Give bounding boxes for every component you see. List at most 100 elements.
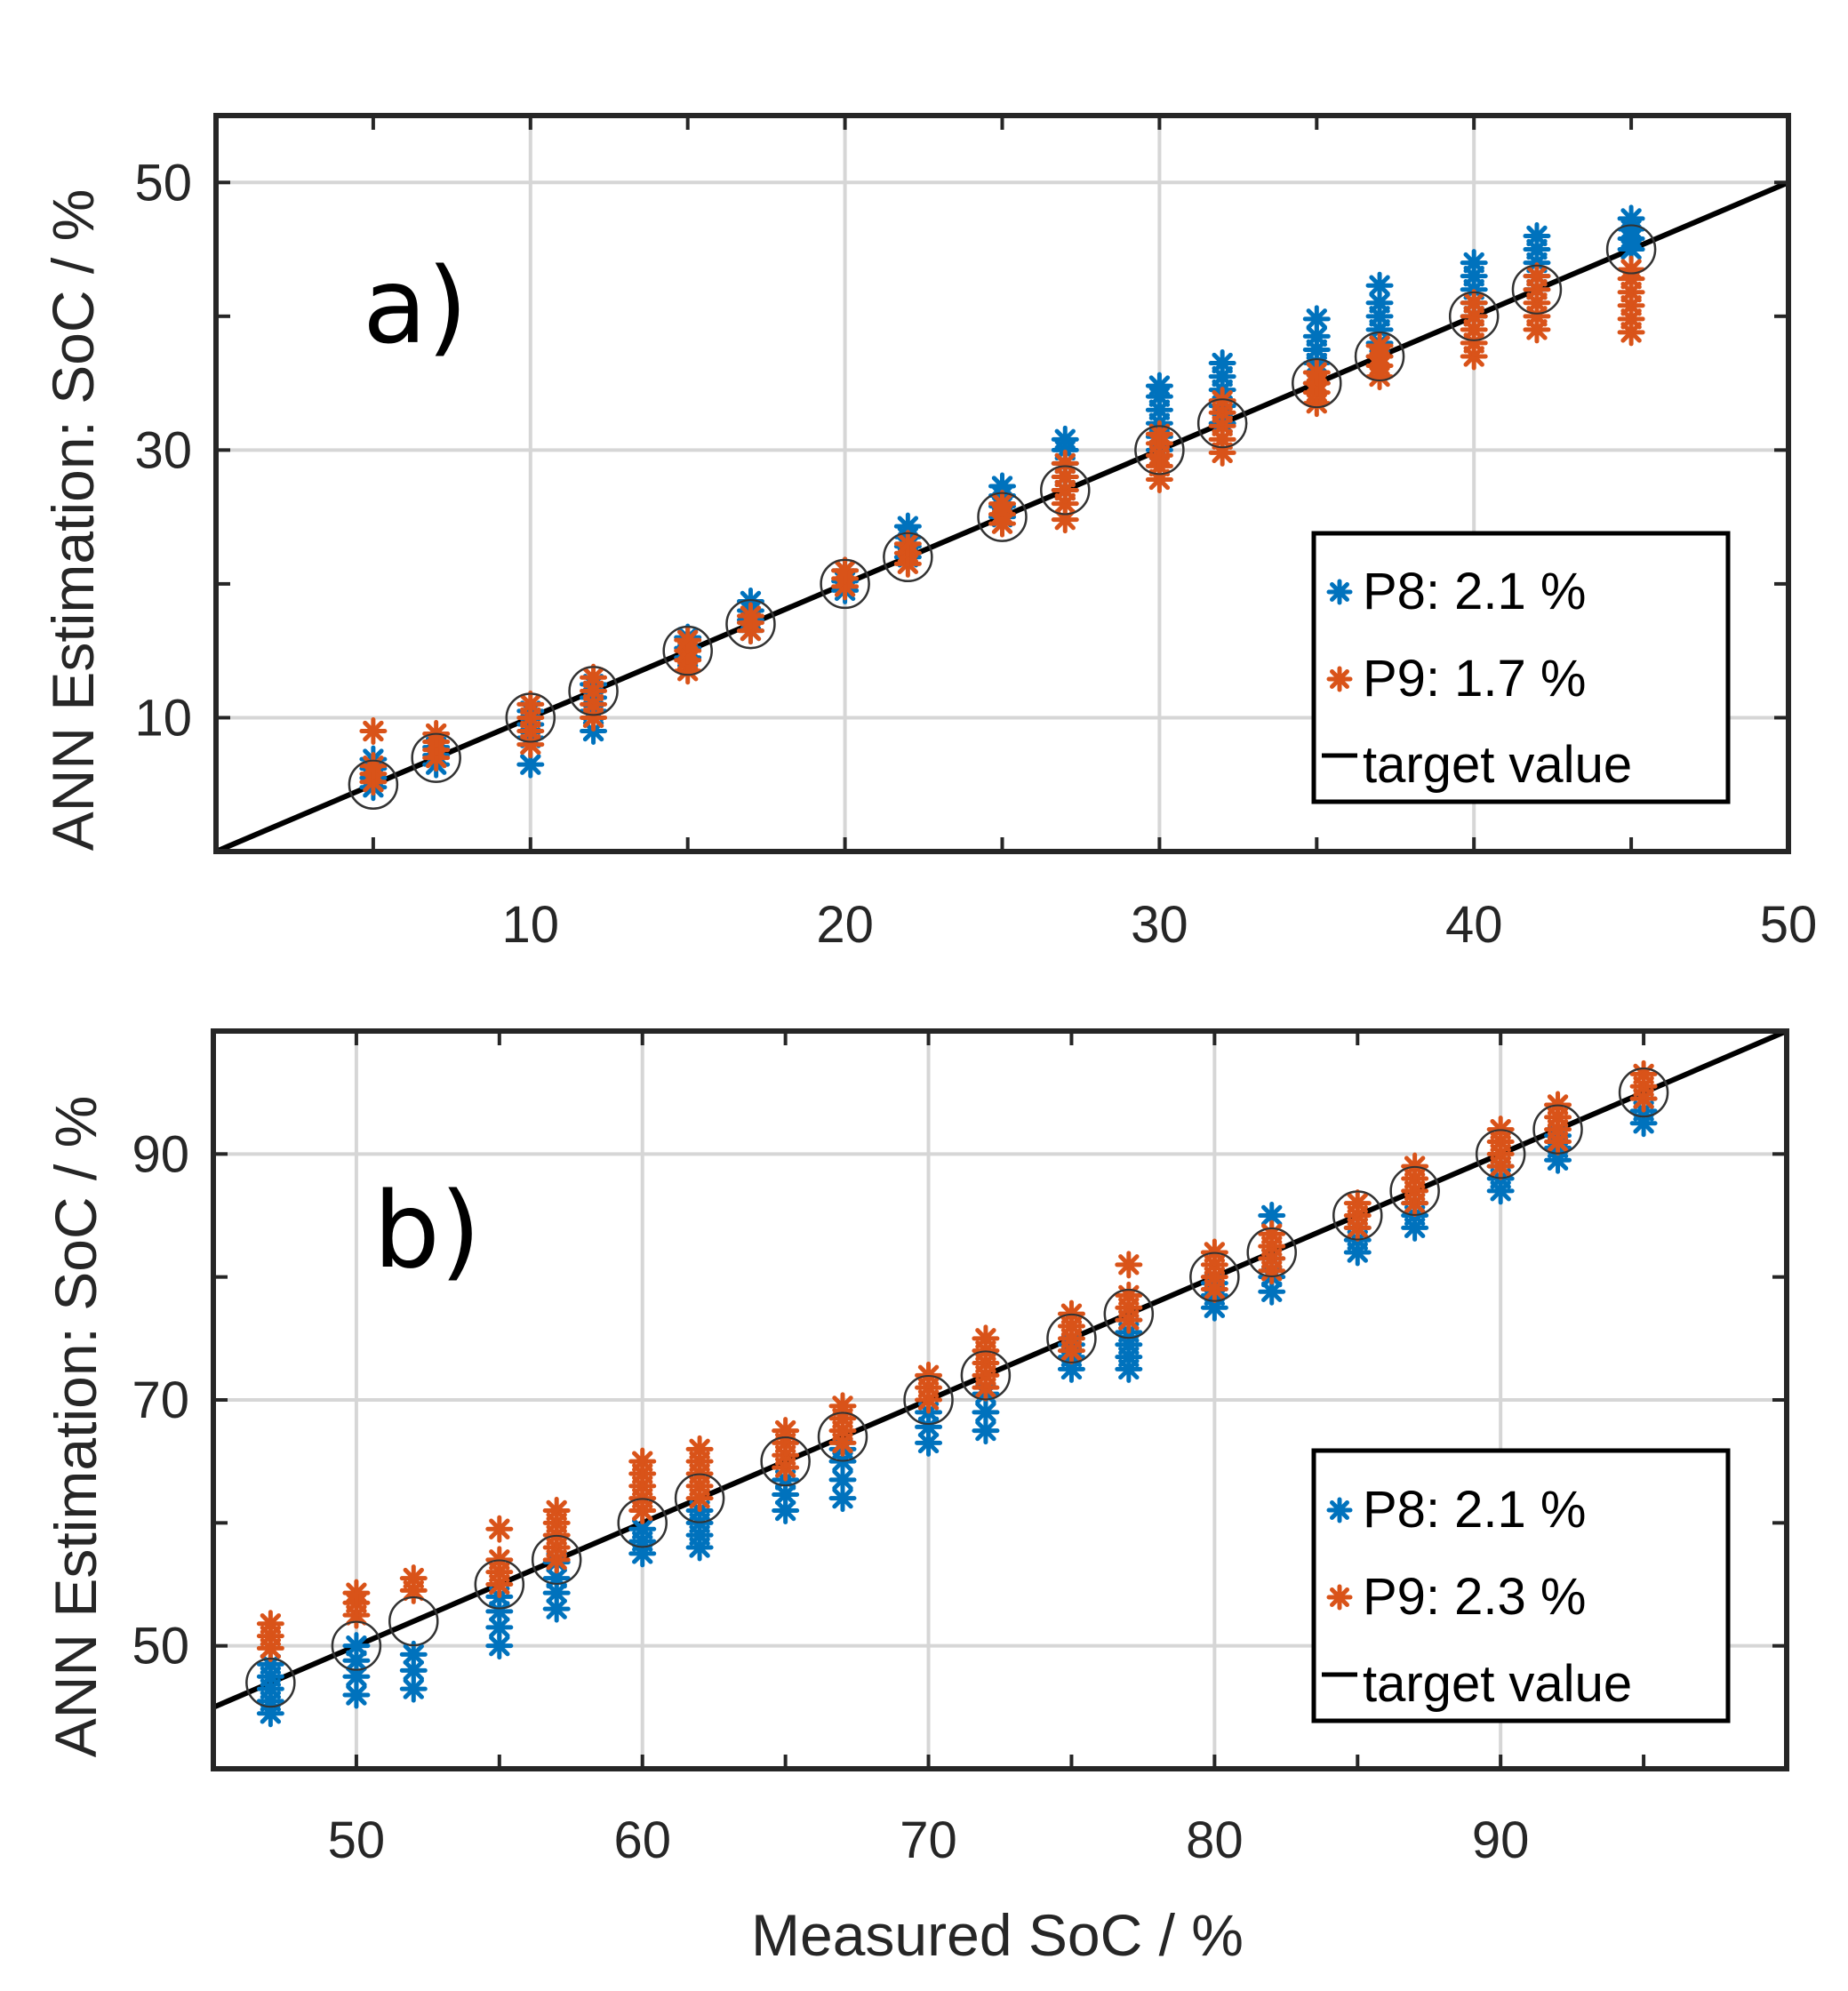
panel-b-p8-point [342,1632,371,1660]
panel-a-target-circle-outline [568,666,619,716]
panel-a-p9-point [1208,387,1236,415]
panel-b-legend-p9-asterisk [1326,1584,1353,1611]
panel-b-target-circle-outline [1189,1251,1240,1302]
panel-a-p9-point [988,490,1016,518]
panel-a-p8-point [1051,425,1079,453]
panel-b-p9-point [1115,1281,1143,1309]
panel-b-p9-point [1258,1219,1286,1248]
panel-a-target-circle-outline [820,558,870,609]
panel-b-legend-p8-asterisk [1326,1497,1353,1523]
panel-b-p9-point [399,1564,428,1593]
panel-a-p9-point [1302,358,1331,387]
panel-b-p9-point [256,1610,284,1638]
panel-a-p9-point [580,663,608,692]
panel-b-p8-point [399,1656,428,1684]
panel-b-label: b) [373,1169,481,1291]
panel-a-p8-point [1460,249,1488,277]
panel-b-p9-point [828,1392,857,1420]
panel-a: 10 20 30 40 50 10 30 50 a) ANN Estimation: SoC … [40,113,1817,954]
panel-a-p9-point [831,556,860,585]
panel-a-p9-point [1523,262,1551,291]
panel-b-x-tick-label: 60 [613,1811,671,1869]
panel-b-legend-target: target value [1363,1655,1632,1713]
panel-b-target-circle-outline [1476,1129,1526,1179]
panel-b-p9-point [972,1324,1000,1353]
panel-b-p9-point [1115,1251,1143,1279]
panel-a-p9-point [893,530,922,558]
panel-b-target-circle-outline [1332,1190,1383,1241]
panel-b-target-circle-outline [474,1559,524,1610]
panel-b-p9-point [1343,1189,1372,1218]
panel-b-p9-point [485,1515,514,1543]
panel-a-legend-p9-marker [1326,666,1353,692]
panel-a-target-circle-outline [411,732,461,783]
panel-b-target-circle-outline [903,1375,954,1425]
panel-a-legend-p8: P8: 2.1 % [1363,563,1586,620]
panel-a-x-tick-label: 50 [1760,896,1818,954]
panel-b-y-tick-label: 70 [132,1371,189,1429]
panel-a-legend-p8-asterisk [1326,579,1353,605]
panel-b-p9-point [628,1447,657,1475]
panel-a-p8-point [1523,221,1551,250]
panel-a-y-tick-label: 50 [134,154,192,212]
panel-b-y-tick-label: 50 [132,1618,189,1675]
panel-a-target-circle-outline [1040,465,1091,516]
panel-a-target-circle-outline [1606,224,1657,275]
panel-a-p9-point [1460,289,1488,317]
panel-b-p8-point [828,1466,857,1494]
panel-b-target-circle-outline [1046,1313,1097,1363]
panel-b-target-circle-outline [388,1596,439,1646]
panel-b-legend-box [1311,1448,1731,1723]
panel-a-legend-target: target value [1363,736,1632,794]
panel-b-p8-point [399,1640,428,1668]
panel-a-target-circle-outline [977,492,1028,542]
panel-b-ticks: 50 60 70 80 90 50 70 90 [132,1031,1787,1869]
panel-a-target-circle-outline [1292,358,1342,409]
panel-a-legend: P8: 2.1 % P9: 1.7 % target value [1311,531,1731,804]
x-axis-label: Measured SoC / % [751,1902,1244,1968]
panel-b-legend-p8-marker [1326,1497,1353,1523]
panel-a-x-tick-label: 20 [816,896,874,954]
panel-b-p8-point [1258,1202,1286,1229]
panel-b-target-circle-outline [1389,1165,1440,1216]
panel-b-target-circle-outline [1532,1104,1583,1155]
panel-b-p9-point [542,1497,571,1524]
panel-a-p8-point [1302,305,1331,333]
panel-a-p9-point [674,626,702,654]
panel-a-target-circle-outline [1355,331,1405,381]
panel-b-x-tick-label: 70 [900,1811,957,1869]
panel-a-label: a) [363,244,468,367]
panel-a-p9-point [1145,420,1173,448]
panel-a-p9-point [1051,449,1079,477]
panel-b-y-tick-label: 90 [132,1125,189,1183]
panel-a-p8-point [1208,349,1236,378]
panel-b-target-layer [212,1028,1788,1710]
panel-a-p8-point [1617,204,1645,233]
panel-a-p9-point [516,690,545,718]
panel-a-p8-point [1365,271,1394,300]
panel-a-target-circle-outline [1449,291,1500,341]
panel-b-target-circle-outline [760,1436,811,1487]
panel-a-p9-point [736,602,764,630]
panel-b-target-circle-outline [675,1473,725,1523]
panel-b-p9-point [772,1417,800,1445]
panel-a-p9-point [359,752,388,780]
panel-b-y-axis-label: ANN Estimation: SoC / % [43,1096,108,1758]
panel-a-target-circle-outline [505,692,556,743]
panel-a-target-circle-outline [725,599,776,650]
panel-b: 50 60 70 80 90 50 70 90 b) ANN Estimation: SoC … [43,1028,1789,1869]
panel-a-target-circle-outline [1511,264,1562,315]
panel-a-legend-p9: P9: 1.7 % [1363,650,1586,708]
panel-a-legend-box [1311,531,1731,804]
panel-a-ticks: 10 20 30 40 50 10 30 50 [134,116,1817,954]
panel-a-y-tick-label: 30 [134,421,192,479]
panel-b-p9-point [1629,1059,1658,1088]
panel-b-target-circle-outline [1103,1289,1154,1339]
panel-b-p9-point [685,1435,714,1463]
panel-b-target-circle-outline [245,1658,296,1708]
panel-b-p9-point [342,1579,371,1607]
panel-b-legend-p8: P8: 2.1 % [1363,1481,1586,1539]
panel-b-target-circle-outline [818,1411,868,1462]
panel-b-target-circle-outline [1619,1067,1669,1118]
panel-b-target-line [212,1028,1788,1710]
